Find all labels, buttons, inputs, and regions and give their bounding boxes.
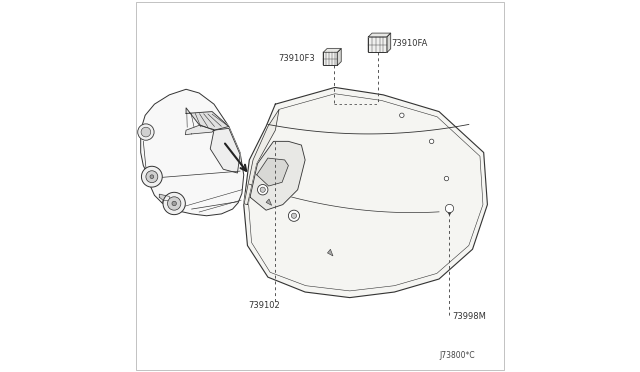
FancyBboxPatch shape — [369, 37, 387, 52]
Circle shape — [163, 192, 186, 215]
Circle shape — [399, 113, 404, 118]
Polygon shape — [244, 87, 488, 298]
Polygon shape — [159, 194, 170, 201]
Circle shape — [260, 187, 266, 192]
Polygon shape — [266, 199, 271, 205]
Circle shape — [429, 139, 434, 144]
Polygon shape — [323, 49, 341, 52]
Circle shape — [141, 166, 163, 187]
Circle shape — [146, 171, 158, 183]
Polygon shape — [328, 249, 333, 256]
Text: 73910F3: 73910F3 — [279, 54, 316, 63]
Circle shape — [172, 201, 177, 206]
Text: 73998M: 73998M — [452, 312, 486, 321]
Polygon shape — [186, 108, 229, 130]
Circle shape — [257, 185, 268, 195]
Polygon shape — [141, 89, 244, 216]
Polygon shape — [257, 158, 289, 186]
Circle shape — [141, 127, 151, 137]
Text: 73910FA: 73910FA — [392, 39, 428, 48]
Circle shape — [444, 176, 449, 181]
Polygon shape — [337, 49, 341, 65]
Circle shape — [138, 124, 154, 140]
Polygon shape — [387, 33, 390, 52]
Circle shape — [289, 210, 300, 221]
FancyBboxPatch shape — [323, 52, 337, 65]
Text: 739102: 739102 — [248, 301, 280, 310]
Text: J73800*C: J73800*C — [440, 351, 476, 360]
Circle shape — [291, 213, 296, 218]
Polygon shape — [250, 141, 305, 210]
Polygon shape — [244, 109, 279, 205]
Polygon shape — [211, 128, 240, 173]
Circle shape — [150, 175, 154, 179]
Polygon shape — [186, 125, 214, 135]
Circle shape — [168, 197, 181, 210]
Polygon shape — [369, 33, 390, 37]
